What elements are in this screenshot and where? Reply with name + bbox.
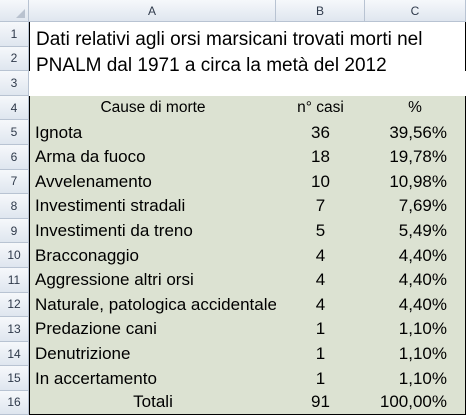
cause-cell[interactable]: Investimenti da treno <box>29 218 276 244</box>
row-header-1[interactable]: 1 <box>0 22 29 47</box>
percent-cell[interactable]: 4,40% <box>365 243 466 268</box>
row-header-12[interactable]: 12 <box>0 292 29 318</box>
row-header-4[interactable]: 4 <box>0 95 29 121</box>
percent-cell[interactable]: 7,69% <box>365 194 466 219</box>
row-header-6[interactable]: 6 <box>0 144 29 170</box>
cause-cell[interactable]: Denutrizione <box>29 341 276 367</box>
count-cell[interactable]: 1 <box>276 366 365 391</box>
count-cell[interactable]: 1 <box>276 317 365 342</box>
row-header-13[interactable]: 13 <box>0 317 29 342</box>
header-percent-cell[interactable]: % <box>365 95 466 121</box>
percent-cell[interactable]: 1,10% <box>365 317 466 342</box>
percent-cell[interactable]: 1,10% <box>365 341 466 367</box>
cause-cell[interactable]: Bracconaggio <box>29 243 276 268</box>
percent-cell[interactable]: 10,98% <box>365 169 466 195</box>
cause-cell[interactable]: Arma da fuoco <box>29 144 276 170</box>
count-cell[interactable]: 4 <box>276 243 365 268</box>
percent-cell[interactable]: 1,10% <box>365 366 466 391</box>
header-count-cell[interactable]: n° casi <box>276 95 365 121</box>
row-header-8[interactable]: 8 <box>0 194 29 219</box>
count-cell[interactable]: 18 <box>276 144 365 170</box>
count-cell[interactable]: 1 <box>276 341 365 367</box>
column-header-b[interactable]: B <box>276 0 365 22</box>
column-header-c[interactable]: C <box>365 0 466 22</box>
row-header-10[interactable]: 10 <box>0 243 29 268</box>
count-cell[interactable]: 4 <box>276 267 365 293</box>
cause-cell[interactable]: Investimenti stradali <box>29 194 276 219</box>
count-cell[interactable]: 5 <box>276 218 365 244</box>
total-count-cell[interactable]: 91 <box>276 390 365 415</box>
percent-cell[interactable]: 4,40% <box>365 267 466 293</box>
count-cell[interactable]: 4 <box>276 292 365 318</box>
cause-cell[interactable]: Avvelenamento <box>29 169 276 195</box>
table-title-cell[interactable]: Dati relativi agli orsi marsicani trovat… <box>29 22 466 76</box>
cause-cell[interactable]: Ignota <box>29 120 276 145</box>
count-cell[interactable]: 7 <box>276 194 365 219</box>
row-header-7[interactable]: 7 <box>0 169 29 195</box>
total-label-cell[interactable]: Totali <box>29 390 276 415</box>
header-cause-cell[interactable]: Cause di morte <box>29 95 276 121</box>
cause-cell[interactable]: Naturale, patologica accidentale <box>29 292 276 318</box>
count-cell[interactable]: 10 <box>276 169 365 195</box>
row-header-5[interactable]: 5 <box>0 120 29 145</box>
row-header-11[interactable]: 11 <box>0 267 29 293</box>
row-header-2[interactable]: 2 <box>0 46 29 72</box>
row-header-9[interactable]: 9 <box>0 218 29 244</box>
row-header-15[interactable]: 15 <box>0 366 29 391</box>
title-line-1: Dati relativi agli orsi marsicani trovat… <box>36 29 423 50</box>
select-all-corner[interactable] <box>0 0 29 22</box>
column-header-a[interactable]: A <box>29 0 276 22</box>
row-header-3[interactable]: 3 <box>0 71 29 96</box>
cause-cell[interactable]: Predazione cani <box>29 317 276 342</box>
percent-cell[interactable]: 19,78% <box>365 144 466 170</box>
percent-cell[interactable]: 5,49% <box>365 218 466 244</box>
row-header-16[interactable]: 16 <box>0 390 29 415</box>
percent-cell[interactable]: 4,40% <box>365 292 466 318</box>
cause-cell[interactable]: In accertamento <box>29 366 276 391</box>
total-percent-cell[interactable]: 100,00% <box>365 390 466 415</box>
title-line-2: PNALM dal 1971 a circa la metà del 2012 <box>36 55 387 76</box>
percent-cell[interactable]: 39,56% <box>365 120 466 145</box>
row-header-14[interactable]: 14 <box>0 341 29 367</box>
cause-cell[interactable]: Aggressione altri orsi <box>29 267 276 293</box>
count-cell[interactable]: 36 <box>276 120 365 145</box>
